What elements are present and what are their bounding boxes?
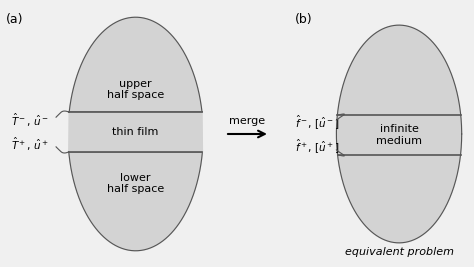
Polygon shape [69,152,202,251]
Text: $\hat{f}^+$, $[\hat{u}^+]$: $\hat{f}^+$, $[\hat{u}^+]$ [295,138,339,156]
Text: upper
half space: upper half space [107,79,164,100]
Text: (a): (a) [6,13,24,26]
Text: infinite
medium: infinite medium [376,124,422,146]
Text: $\hat{T}^-$, $\hat{u}^-$: $\hat{T}^-$, $\hat{u}^-$ [11,112,49,129]
Text: equivalent problem: equivalent problem [345,247,454,257]
Text: (b): (b) [295,13,312,26]
Polygon shape [69,17,202,112]
Text: lower
half space: lower half space [107,173,164,194]
Text: $\hat{f}^-$, $[\hat{u}^-]$: $\hat{f}^-$, $[\hat{u}^-]$ [295,114,339,132]
Polygon shape [337,25,462,243]
Polygon shape [69,112,202,152]
Text: merge: merge [229,116,265,126]
Text: thin film: thin film [112,127,159,137]
Text: $\hat{T}^+$, $\hat{u}^+$: $\hat{T}^+$, $\hat{u}^+$ [11,135,49,152]
